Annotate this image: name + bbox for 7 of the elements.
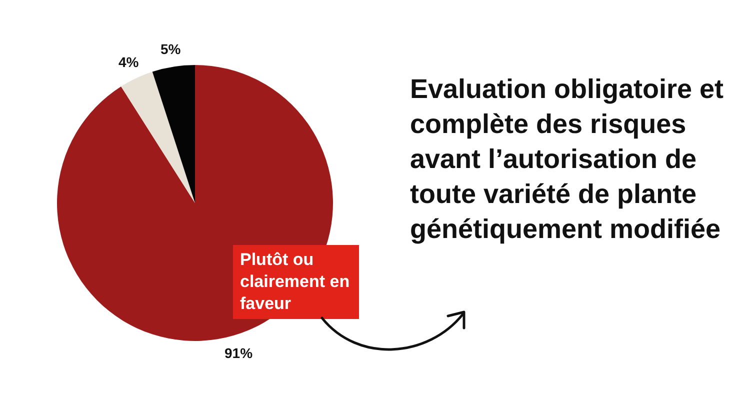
pie-slice: [152, 65, 195, 203]
data-label: 91%: [224, 344, 254, 361]
data-label: 5%: [160, 40, 182, 57]
text: Evaluation obligatoire et complète des risques avant l’autorisation de toute variété de plante génétiquement modifiée: [410, 73, 725, 246]
pie-slice: [121, 72, 195, 203]
slice-label: Plutôt ou clairement en faveur: [233, 245, 359, 319]
data-label: 4%: [118, 54, 140, 70]
